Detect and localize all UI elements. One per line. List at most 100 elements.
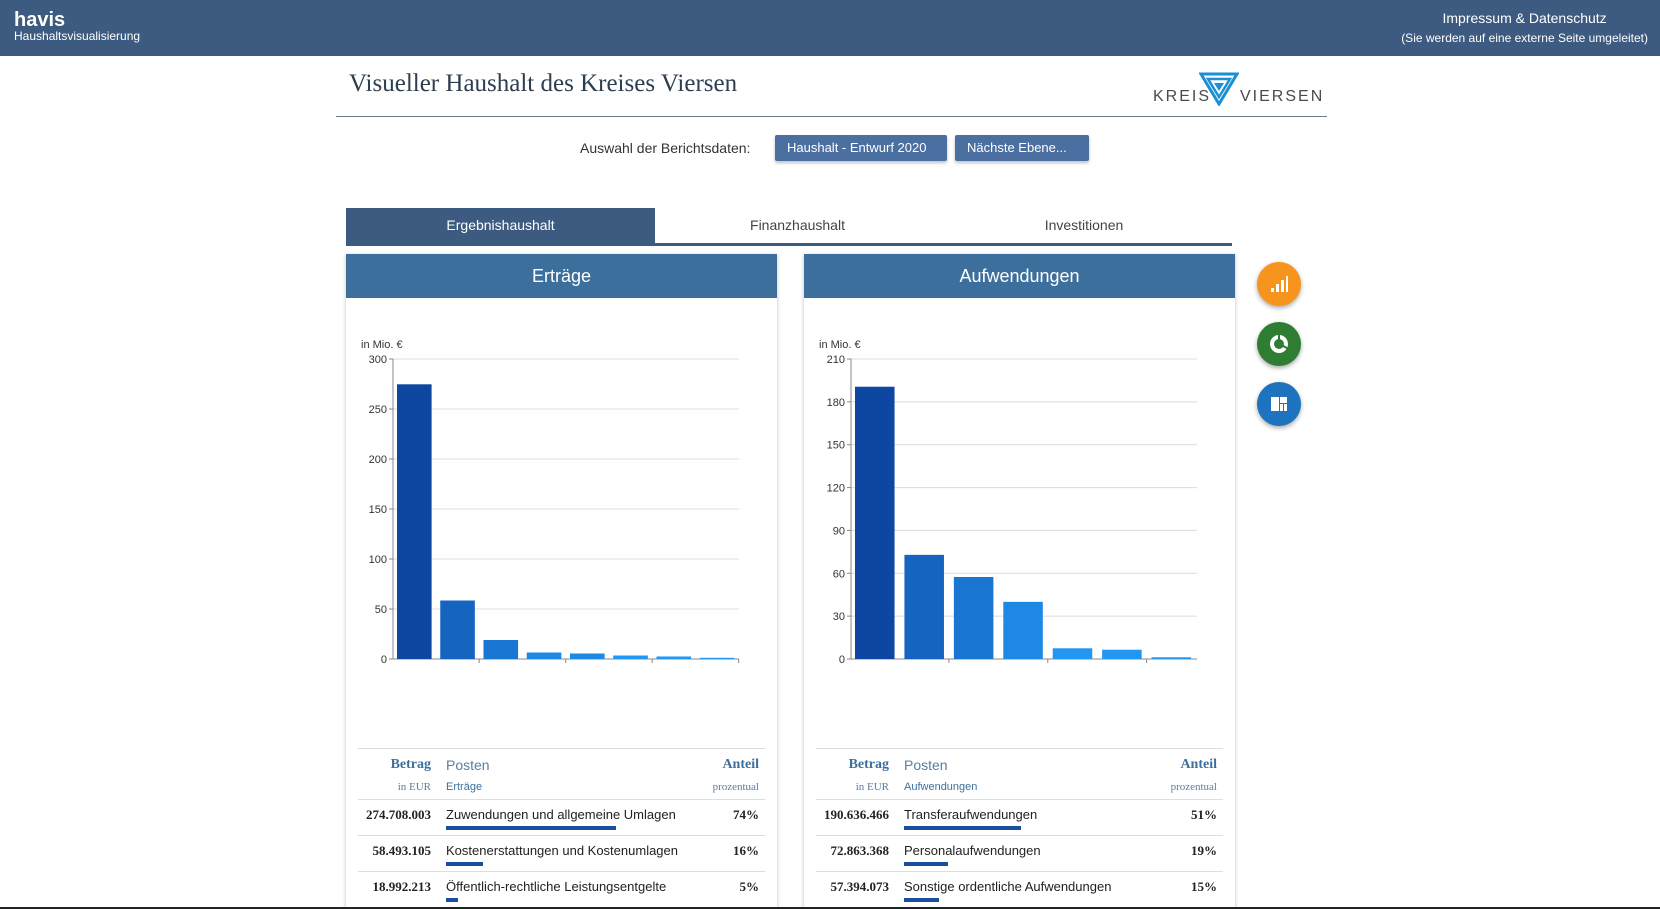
- row-item: Öffentlich-rechtliche Leistungsentgelte: [446, 879, 667, 894]
- app-name: havis: [14, 9, 66, 31]
- y-tick-label: 300: [369, 354, 387, 366]
- y-tick-label: 200: [369, 454, 387, 466]
- dataset-dropdown-label: Haushalt - Entwurf 2020: [787, 140, 927, 155]
- bar-chart-icon: [1271, 276, 1288, 292]
- amount-subheader: in EUR: [855, 781, 889, 793]
- bar[interactable]: [570, 653, 605, 660]
- donut-chart-view-button[interactable]: [1257, 322, 1301, 366]
- row-share: 5%: [739, 879, 760, 894]
- row-share-bar: [446, 862, 483, 866]
- table-row[interactable]: 18.992.213 Öffentlich-rechtliche Leistun…: [358, 872, 765, 908]
- row-share-bar: [904, 862, 948, 866]
- bar-chart-view-button[interactable]: [1257, 262, 1301, 306]
- treemap-view-button[interactable]: [1257, 382, 1301, 426]
- table-row[interactable]: 57.394.073 Sonstige ordentliche Aufwendu…: [816, 872, 1223, 908]
- table-header: Betrag in EUR Posten Aufwendungen Anteil…: [816, 748, 1223, 800]
- header-divider: [336, 116, 1327, 117]
- y-tick-label: 150: [369, 504, 387, 516]
- dataset-dropdown[interactable]: Haushalt - Entwurf 2020: [775, 135, 947, 176]
- tab-investitionen[interactable]: Investitionen: [1044, 217, 1124, 233]
- y-tick-label: 0: [839, 654, 845, 666]
- tab-ergebnishaushalt[interactable]: Ergebnishaushalt: [346, 208, 655, 243]
- bar[interactable]: [1052, 648, 1093, 659]
- table-row[interactable]: 274.708.003 Zuwendungen und allgemeine U…: [358, 800, 765, 836]
- row-item: Kostenerstattungen und Kostenumlagen: [446, 843, 679, 858]
- brand[interactable]: havis Haushaltsvisualisierung: [14, 10, 140, 43]
- caret-down-icon: [792, 172, 800, 176]
- level-dropdown[interactable]: Nächste Ebene...: [955, 135, 1089, 176]
- table-row[interactable]: 72.863.368 Personalaufwendungen 19%: [816, 836, 1223, 872]
- bar[interactable]: [526, 652, 562, 660]
- amount-header[interactable]: Betrag: [390, 757, 431, 772]
- bottom-edge: [0, 907, 1660, 909]
- row-amount: 72.863.368: [830, 843, 890, 858]
- expenses-panel: Aufwendungen in Mio. € 0 30 60 90 120 150 180 21…: [804, 254, 1235, 909]
- bar[interactable]: [904, 554, 944, 659]
- donut-chart-icon: [1270, 334, 1289, 353]
- row-share: 15%: [1191, 879, 1217, 894]
- bar[interactable]: [440, 600, 475, 660]
- imprint-link[interactable]: Impressum & Datenschutz (Sie werden auf …: [1401, 9, 1648, 49]
- row-item: Zuwendungen und allgemeine Umlagen: [446, 807, 676, 822]
- y-axis-unit-label: in Mio. €: [819, 339, 861, 351]
- item-subheader: Aufwendungen: [904, 781, 978, 793]
- kreis-viersen-logo: KREIS VIERSEN: [1150, 72, 1322, 108]
- y-tick-label: 30: [833, 611, 845, 623]
- budget-tabs: Ergebnishaushalt Finanzhaushalt Investit…: [346, 208, 1232, 246]
- bar[interactable]: [953, 577, 994, 659]
- row-amount: 274.708.003: [366, 807, 431, 822]
- item-header[interactable]: Posten: [904, 757, 948, 773]
- share-header[interactable]: Anteil: [722, 757, 759, 772]
- y-tick-label: 150: [827, 440, 845, 452]
- report-data-label: Auswahl der Berichtsdaten:: [580, 140, 751, 156]
- level-dropdown-label: Nächste Ebene...: [967, 140, 1067, 155]
- y-tick-label: 180: [827, 397, 845, 409]
- logo-mark-icon: [1199, 72, 1239, 106]
- imprint-title[interactable]: Impressum & Datenschutz: [1442, 10, 1607, 26]
- row-share: 74%: [733, 807, 759, 822]
- y-tick-label: 90: [833, 525, 845, 537]
- item-header[interactable]: Posten: [446, 757, 490, 773]
- row-amount: 190.636.466: [824, 807, 889, 822]
- bar[interactable]: [656, 656, 692, 660]
- table-row[interactable]: 190.636.466 Transferaufwendungen 51%: [816, 800, 1223, 836]
- row-share-bar: [446, 898, 458, 902]
- row-amount: 57.394.073: [830, 879, 890, 894]
- row-share-bar: [904, 826, 1022, 830]
- row-share: 51%: [1191, 807, 1217, 822]
- bar[interactable]: [483, 640, 519, 659]
- row-share: 19%: [1191, 843, 1217, 858]
- y-tick-label: 250: [369, 404, 387, 416]
- share-header[interactable]: Anteil: [1180, 757, 1217, 772]
- item-subheader: Erträge: [446, 781, 483, 793]
- bar[interactable]: [1003, 601, 1043, 659]
- panel-title: Erträge: [346, 254, 777, 298]
- tab-finanzhaushalt[interactable]: Finanzhaushalt: [750, 217, 845, 233]
- bar[interactable]: [613, 655, 648, 660]
- bar[interactable]: [1151, 657, 1192, 659]
- treemap-icon: [1271, 397, 1287, 411]
- share-subheader: prozentual: [712, 781, 759, 793]
- y-tick-label: 210: [827, 354, 845, 366]
- panel-title: Aufwendungen: [804, 254, 1235, 298]
- y-tick-label: 60: [833, 568, 845, 580]
- top-bar: havis Haushaltsvisualisierung Impressum …: [0, 0, 1660, 56]
- bar[interactable]: [397, 384, 432, 659]
- row-amount: 58.493.105: [372, 843, 432, 858]
- logo-text-left: KREIS: [1153, 88, 1212, 105]
- row-share-bar: [446, 826, 617, 830]
- table-row[interactable]: 58.493.105 Kostenerstattungen und Kosten…: [358, 836, 765, 872]
- row-share: 16%: [733, 843, 759, 858]
- bar[interactable]: [1102, 649, 1142, 659]
- amount-header[interactable]: Betrag: [848, 757, 889, 772]
- y-tick-label: 100: [369, 554, 387, 566]
- share-subheader: prozentual: [1170, 781, 1217, 793]
- bar[interactable]: [699, 657, 735, 659]
- y-tick-label: 0: [381, 654, 387, 666]
- caret-down-icon: [972, 172, 980, 176]
- bar[interactable]: [855, 386, 895, 659]
- row-item: Sonstige ordentliche Aufwendungen: [904, 879, 1112, 894]
- row-item: Transferaufwendungen: [904, 807, 1038, 822]
- app-subtitle: Haushaltsvisualisierung: [14, 29, 141, 43]
- revenue-bar-chart: in Mio. € 0 50 100 150 200 250 300: [361, 339, 740, 666]
